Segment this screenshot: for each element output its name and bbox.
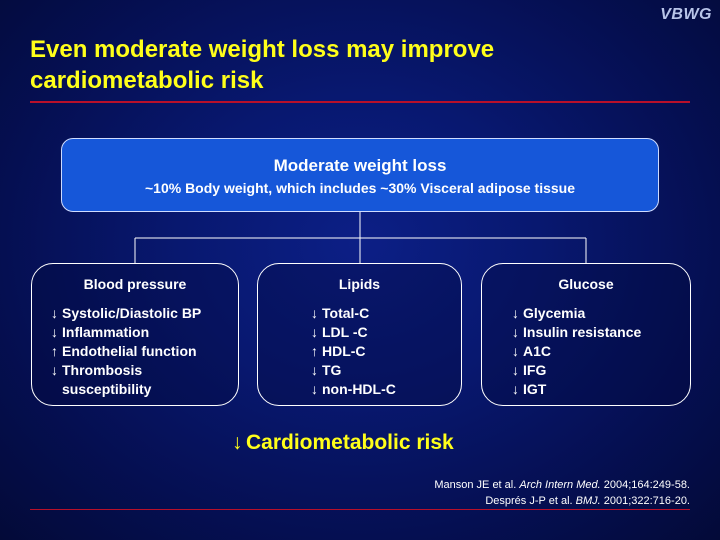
down-arrow-icon: ↓ [51,324,58,340]
list-item: ↓ non-HDL-C [311,380,461,399]
cardiometabolic-risk-outcome: ↓ Cardiometabolic risk [232,431,454,455]
reference-citation: 2001;322:716-20. [600,495,690,507]
lipids-box: Lipids ↓ Total-C ↓ LDL -C ↑ HDL-C ↓ TG ↓ non-… [257,263,462,406]
blood-pressure-list: ↓ Systolic/Diastolic BP ↓ Inflammation ↑ En… [51,304,238,399]
list-item: ↓ LDL -C [311,323,461,342]
references: Manson JE et al. Arch Intern Med. 2004;1… [434,477,690,509]
lipids-heading: Lipids [338,276,381,292]
slide-title-line-1: Even moderate weight loss may improve [30,36,495,63]
list-item-text: IGT [523,381,547,397]
list-item-text: Total-C [322,305,370,321]
list-item: ↓ Inflammation [51,323,238,342]
down-arrow-icon: ↓ [512,343,519,359]
list-item-text: LDL -C [322,324,368,340]
up-arrow-icon: ↑ [311,343,318,359]
footer-divider [30,509,690,510]
list-item: ↓ Systolic/Diastolic BP [51,304,238,323]
reference-journal: BMJ. [575,495,601,507]
top-box-sub-text: ~10% Body weight, which includes ~30% Vi… [144,180,575,196]
list-item-text: susceptibility [62,381,152,397]
down-arrow-icon: ↓ [512,324,519,340]
list-item-text: Inflammation [62,324,150,340]
glucose-box: Glucose ↓ Glycemia ↓ Insulin resistance ↓ A… [481,263,691,406]
down-arrow-icon: ↓ [311,305,318,321]
list-item-text: A1C [523,343,552,359]
reference-line: Després J-P et al. BMJ. 2001;322:716-20. [434,493,690,509]
list-item: ↑ Endothelial function [51,342,238,361]
down-arrow-icon: ↓ [512,381,519,397]
outcome-text: Cardiometabolic risk [246,431,454,454]
list-item: ↑ HDL-C [311,342,461,361]
list-item: ↓ A1C [512,342,690,361]
list-item-text: IFG [523,362,547,378]
list-item: ↓ IGT [512,380,690,399]
down-arrow-icon: ↓ [311,324,318,340]
down-arrow-icon: ↓ [51,305,58,321]
down-arrow-icon: ↓ [311,362,318,378]
reference-authors: Després J-P et al. [485,495,576,507]
list-item-text: non-HDL-C [322,381,396,397]
list-item: ↓ TG [311,361,461,380]
slide-title-line-2: cardiometabolic risk [30,67,264,94]
list-item-text: HDL-C [322,343,366,359]
down-arrow-icon: ↓ [51,362,58,378]
list-item-text: Endothelial function [62,343,197,359]
reference-journal: Arch Intern Med. [519,479,601,491]
list-item-text: Systolic/Diastolic BP [62,305,202,321]
top-box-main-text: Moderate weight loss [273,156,447,175]
list-item: ↓ Total-C [311,304,461,323]
reference-authors: Manson JE et al. [434,479,520,491]
down-arrow-icon: ↓ [311,381,318,397]
list-item-text: TG [322,362,342,378]
list-item: ↓ Insulin resistance [512,323,690,342]
down-arrow-icon: ↓ [512,305,519,321]
blood-pressure-heading: Blood pressure [83,276,187,292]
reference-citation: 2004;164:249-58. [600,479,690,491]
down-arrow-icon: ↓ [232,431,243,454]
down-arrow-icon: ↓ [512,362,519,378]
glucose-list: ↓ Glycemia ↓ Insulin resistance ↓ A1C ↓ IFG … [512,304,690,399]
moderate-weight-loss-box: Moderate weight loss ~10% Body weight, w… [61,138,659,212]
up-arrow-icon: ↑ [51,343,58,359]
title-divider [30,101,690,103]
list-item: ↓ Thrombosis [51,361,238,380]
brand-logo: VBWG [660,6,712,23]
list-item-text: Thrombosis [62,362,143,378]
list-item-text: Glycemia [523,305,586,321]
list-item: ↓ Glycemia [512,304,690,323]
list-item-text: Insulin resistance [523,324,642,340]
lipids-list: ↓ Total-C ↓ LDL -C ↑ HDL-C ↓ TG ↓ non-HDL-C [311,304,461,399]
list-item: ↓ IFG [512,361,690,380]
reference-line: Manson JE et al. Arch Intern Med. 2004;1… [434,477,690,493]
blood-pressure-box: Blood pressure ↓ Systolic/Diastolic BP ↓ I… [31,263,239,406]
glucose-heading: Glucose [558,276,614,292]
list-item: susceptibility [51,380,238,399]
slide-title: Even moderate weight loss may improve ca… [30,34,670,96]
